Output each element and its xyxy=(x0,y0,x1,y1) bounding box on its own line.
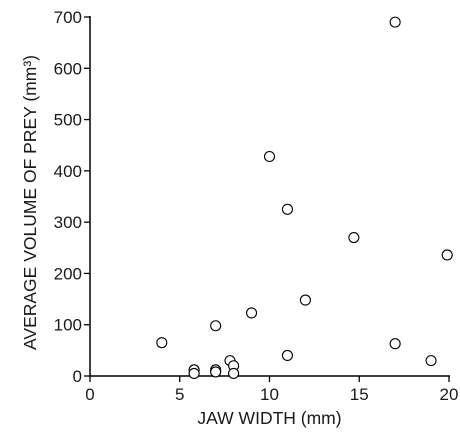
data-point xyxy=(389,338,401,350)
y-tick-label: 600 xyxy=(54,59,82,78)
x-tick-label: 10 xyxy=(260,385,279,404)
x-tick-label: 5 xyxy=(175,385,184,404)
y-tick-label: 700 xyxy=(54,8,82,27)
data-point xyxy=(228,367,240,379)
axes xyxy=(89,16,450,377)
y-ticks: 0 100 200 300 400 500 600 700 xyxy=(54,8,90,386)
data-point xyxy=(281,203,294,215)
data-point xyxy=(389,16,401,28)
data-point xyxy=(348,231,360,244)
x-ticks: 0 5 10 15 20 xyxy=(85,376,458,404)
data-point xyxy=(299,294,311,306)
y-tick-label: 400 xyxy=(54,162,82,181)
data-point xyxy=(263,150,276,163)
x-axis-title: JAW WIDTH (mm) xyxy=(197,408,341,428)
y-tick-label: 500 xyxy=(54,111,82,130)
y-tick-label: 200 xyxy=(54,264,82,283)
x-tick-label: 20 xyxy=(440,385,459,404)
data-point xyxy=(156,337,168,349)
y-tick-label: 0 xyxy=(73,367,82,386)
data-points xyxy=(156,16,453,379)
data-point xyxy=(210,320,222,332)
data-point xyxy=(281,349,294,362)
y-axis-title: AVERAGE VOLUME OF PREY (mm³) xyxy=(20,55,40,350)
data-point xyxy=(246,307,258,319)
x-tick-label: 0 xyxy=(85,385,94,404)
data-point xyxy=(441,249,453,261)
y-tick-label: 100 xyxy=(54,316,82,335)
data-point xyxy=(425,355,437,367)
x-tick-label: 15 xyxy=(350,385,369,404)
data-point xyxy=(188,367,200,379)
y-tick-label: 300 xyxy=(54,213,82,232)
data-point xyxy=(210,366,222,378)
